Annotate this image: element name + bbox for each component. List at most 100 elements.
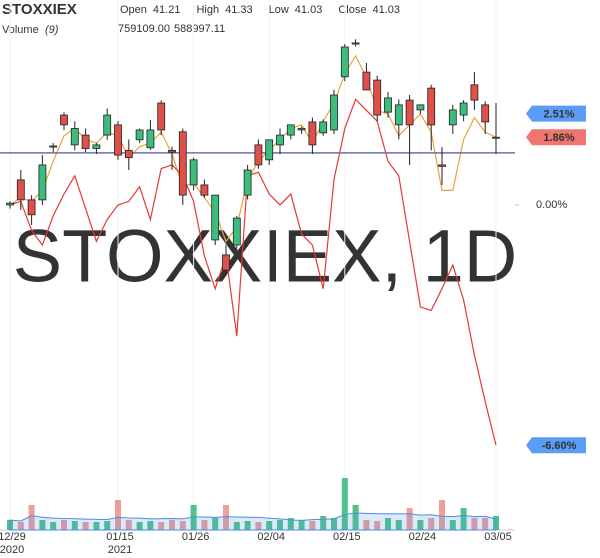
volume-bar [71,520,78,530]
volume-bar [341,477,348,530]
candle-body [362,71,371,91]
symbol-title: STOXXIEX [2,1,77,18]
volume-bar [331,517,337,530]
x-year-label: 2020 [0,544,24,556]
x-tick-label: 01/15 [106,531,134,543]
volume-bar [169,519,175,530]
badge [526,105,586,122]
candle-body [114,124,122,156]
candle-body [232,217,241,246]
volume-bar [417,519,424,530]
x-tick-label: 03/05 [484,531,512,543]
candle-body [254,144,263,166]
line-series [9,54,497,243]
volume-bar [39,519,46,530]
badge-label: 1.86% [543,132,574,144]
volume-bar [147,520,154,530]
volume-bar [28,504,35,530]
candle-body [70,128,79,146]
candle-body [297,128,306,131]
volume-bar [460,507,467,530]
readout-value: 41.03 [295,4,323,16]
watermark: STOXXIEX, 1D [13,215,518,298]
readout-value: 41.21 [153,4,181,16]
volume-bar [266,520,273,530]
volume-bar [395,519,402,530]
volume-bar [352,504,359,530]
candle-body [146,129,155,149]
volume-bar [158,521,165,530]
candle-body [459,102,468,116]
volume-bar [179,520,186,530]
volume-bar [136,521,143,530]
candle-body [351,42,360,45]
volume-bar [61,519,67,530]
volume-bar [104,520,111,530]
candle-body [492,136,500,139]
candle-body [16,179,25,201]
candle-body [92,144,101,149]
volume-bar [93,521,100,530]
candle-body [394,104,403,126]
candle-body [340,46,349,78]
readout-value: 41.33 [225,4,253,16]
candle-body [211,194,220,241]
candle-body [330,94,338,131]
volume-bar [439,499,445,530]
candle-body [243,169,252,196]
volume-bar [212,517,219,530]
volume-bar [374,520,381,530]
volume-readout: 588997.11 [174,23,225,35]
x-tick-label: 01/26 [182,531,210,543]
volume-bar [244,520,251,530]
volume-period: (9) [45,24,59,36]
candle-body [416,104,425,111]
volume-bar [82,521,89,530]
candle-body [27,199,36,216]
candle-body [222,254,230,271]
volume-bar [309,520,316,530]
volume-bar [125,519,132,530]
volume-label: Volume [2,24,39,36]
volume-bar [320,515,327,530]
readout-label: Low [269,4,289,16]
candle-body [200,184,209,196]
candle-body [38,164,47,201]
candle-body [373,79,382,116]
candle-body [135,129,144,141]
candle-body [308,121,317,146]
candle-body [6,202,14,206]
volume-bar [255,521,262,530]
volume-bar [298,519,305,530]
badge [526,437,586,454]
candle-body [189,159,198,186]
candle-body [265,139,274,161]
volume-bar [115,499,121,530]
readout-label: High [196,4,219,16]
candle-body [286,124,295,136]
volume-bar [363,519,370,530]
x-tick-label: 02/24 [409,531,437,543]
x-year-label: 2021 [108,544,132,556]
candle-body [60,114,68,126]
candle-body [124,149,133,159]
volume-readout: 759109.00 [118,23,170,35]
volume-bar [233,521,240,530]
volume-bar [471,517,478,530]
candle-body [384,97,392,113]
y-tick-label: 0.00% [536,199,567,211]
candle-body [470,84,479,101]
candle-body [481,104,490,123]
x-tick-label: 12/29 [0,531,26,543]
candle-body [276,134,284,146]
badge-label: -6.60% [542,440,577,452]
readout-value: 41.03 [372,4,400,16]
candle-body [438,164,446,167]
volume-bar [277,519,283,530]
readout-label: Close [338,4,366,16]
badge [526,129,586,146]
volume-bar [406,507,413,530]
line-series [9,98,497,446]
candle-body [405,99,414,126]
